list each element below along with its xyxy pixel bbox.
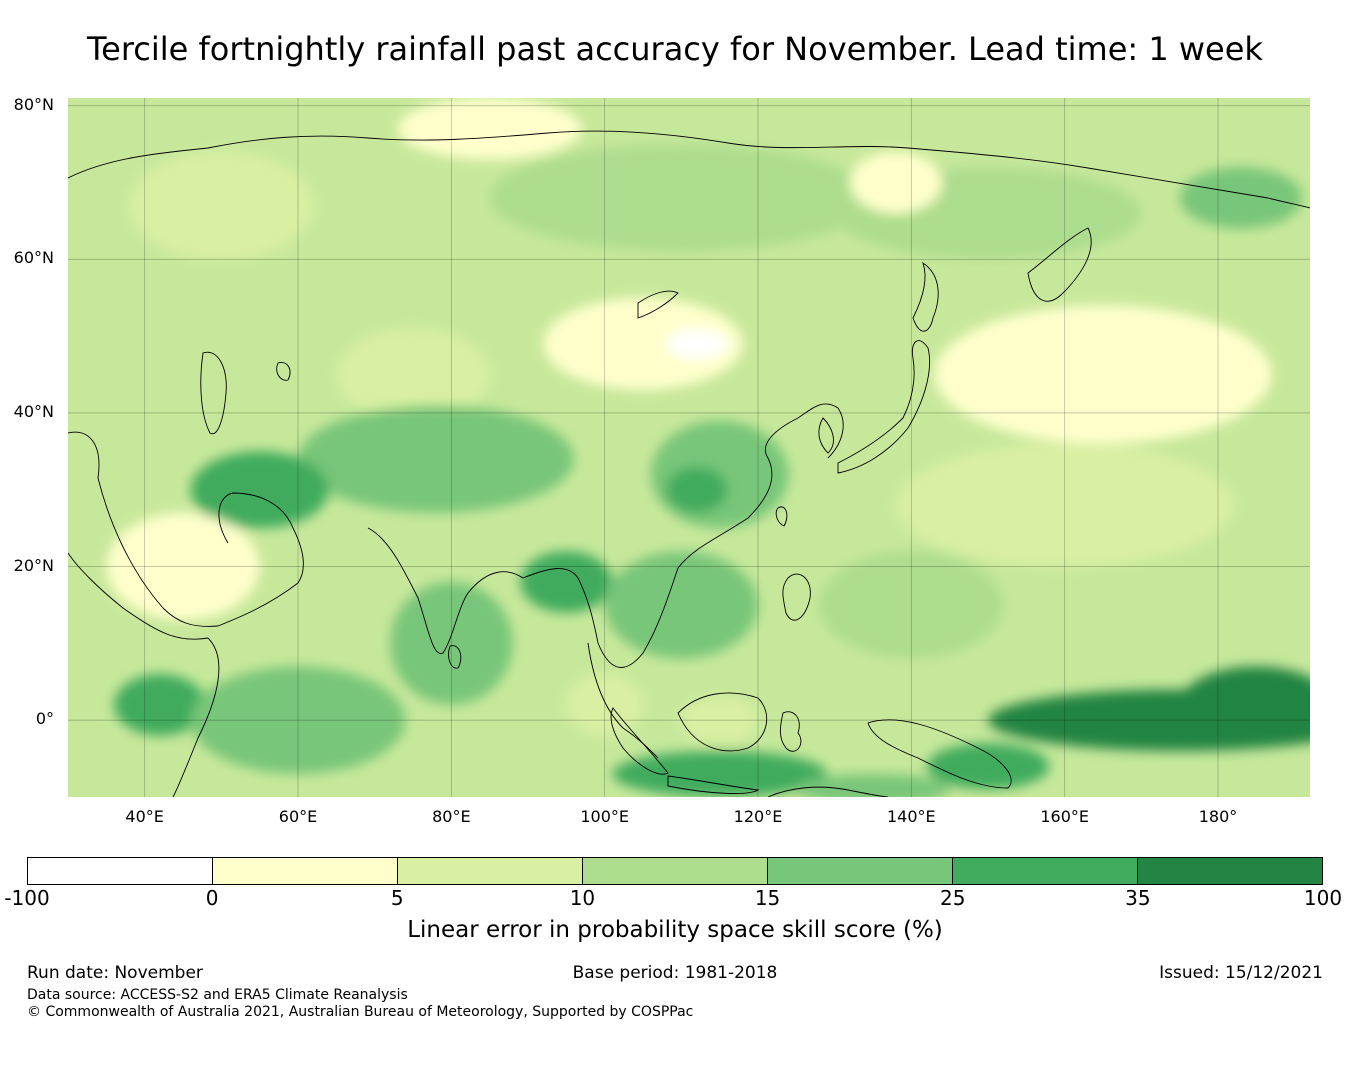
region-arctic-fringe [397, 98, 582, 160]
skill-map-canvas [68, 98, 1310, 797]
colorbar-tick-label: 25 [939, 886, 966, 910]
region-north-pacific [934, 305, 1272, 444]
data-source: Data source: ACCESS-S2 and ERA5 Climate … [27, 987, 408, 1003]
philippines [782, 573, 811, 621]
lon-tick-label: 140°E [887, 807, 936, 826]
region-tibet [298, 405, 574, 513]
lon-tick-label: 40°E [125, 807, 164, 826]
lat-tick-label: 20°N [13, 555, 54, 575]
korea [818, 417, 834, 454]
skill-regions [106, 98, 1310, 797]
base-period: Base period: 1981-2018 [572, 963, 778, 983]
africa-east-coast [68, 552, 220, 797]
baikal-lake [637, 290, 679, 319]
region-arabia [106, 512, 260, 621]
lon-tick-label: 100°E [580, 807, 629, 826]
indochina-coast [522, 517, 749, 668]
region-central-asia [336, 328, 490, 421]
region-kamchatka-sea [1179, 167, 1303, 229]
colorbar-segment [767, 858, 952, 884]
taiwan [775, 506, 788, 527]
colorbar-segment [28, 858, 212, 884]
sumatra [610, 707, 669, 775]
lat-tick-label: 40°N [13, 401, 54, 421]
sulawesi [779, 711, 802, 752]
colorbar-label: Linear error in probability space skill … [407, 917, 943, 943]
lon-tick-label: 80°E [432, 807, 471, 826]
lon-tick-label: 160°E [1040, 807, 1089, 826]
colorbar-tick-label: 35 [1125, 886, 1151, 910]
colorbar-tick-label: 100 [1303, 886, 1343, 910]
colorbar-tick-label: 15 [754, 886, 781, 910]
sri-lanka [448, 645, 462, 669]
colorbar-segment [952, 858, 1137, 884]
india-coast [367, 527, 524, 654]
caspian-sea [200, 351, 227, 435]
colorbar-segment [582, 858, 767, 884]
colorbar-tick-label: 10 [569, 886, 596, 910]
region-myanmar [520, 551, 613, 613]
region-scandinavia [129, 151, 314, 260]
borneo-coast [677, 692, 768, 752]
map-title: Tercile fortnightly rainfall past accura… [87, 30, 1263, 68]
russia-arctic-coast [68, 130, 1310, 209]
region-lena-basin [850, 151, 942, 214]
kamchatka [1027, 227, 1092, 302]
region-india-south [390, 581, 513, 705]
java [667, 775, 760, 794]
colorbar-segment [397, 858, 582, 884]
region-mongolia [543, 297, 743, 390]
region-java-sea [612, 750, 828, 797]
region-coral-sea-north [926, 743, 1050, 790]
new-guinea [867, 719, 1012, 789]
australia-north-coast [767, 786, 889, 797]
region-china-east [650, 420, 789, 529]
colorbar-tick-label: 5 [390, 886, 404, 910]
lon-tick-label: 120°E [733, 807, 783, 826]
region-south-china-sea [604, 551, 758, 659]
china-coast [747, 403, 844, 519]
lon-tick-label: 180° [1198, 807, 1238, 826]
region-iran [190, 451, 329, 529]
colorbar [27, 857, 1323, 885]
lat-tick-label: 80°N [13, 94, 54, 114]
region-mongolia-core [666, 328, 728, 360]
colorbar-segment [1137, 858, 1322, 884]
region-west-indian-ocean [190, 666, 406, 774]
japan [837, 340, 931, 474]
skill-map[interactable] [68, 98, 1310, 797]
issued-date: Issued: 15/12/2021 [1159, 963, 1323, 983]
region-equatorial-pacific-east [1179, 666, 1310, 744]
copyright: © Commonwealth of Australia 2021, Austra… [27, 1004, 694, 1020]
region-horn-africa [114, 674, 206, 736]
sakhalin-okhotsk [912, 261, 939, 332]
region-china-core [666, 466, 728, 513]
run-date: Run date: November [27, 963, 203, 983]
lat-tick-label: 60°N [13, 248, 54, 268]
colorbar-tick-label: 0 [205, 886, 219, 910]
region-pacific-mid [896, 443, 1234, 567]
aral-lake [276, 362, 291, 381]
region-borneo [681, 697, 759, 744]
coastline-outlines [68, 130, 1310, 797]
region-philippine-sea [819, 551, 1004, 659]
colorbar-tick-label: -100 [4, 886, 50, 910]
malay-peninsula [587, 642, 659, 759]
region-siberia-north [489, 144, 873, 252]
region-sumatra-sea [566, 674, 643, 736]
arabia-africa-coast [68, 431, 304, 627]
lat-lon-gridlines [68, 98, 1310, 797]
lon-tick-label: 60°E [278, 807, 318, 826]
colorbar-segment [212, 858, 397, 884]
lat-tick-label: 0° [35, 709, 54, 729]
region-australia-north [796, 773, 950, 797]
